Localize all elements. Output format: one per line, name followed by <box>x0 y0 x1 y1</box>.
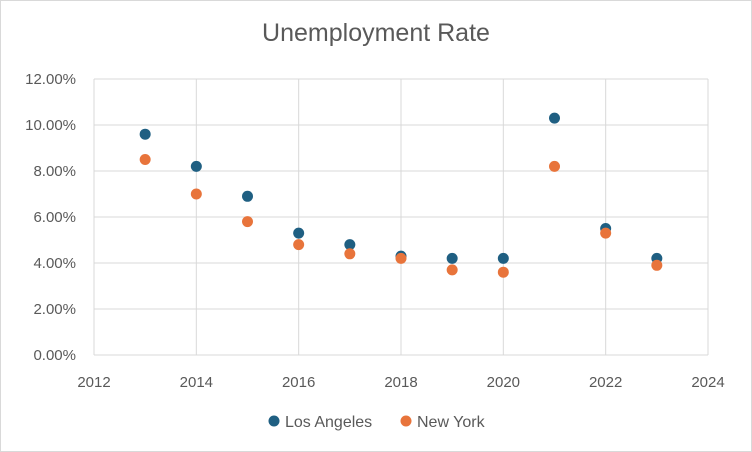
x-tick-label: 2012 <box>77 374 110 391</box>
point-new-york <box>549 160 560 172</box>
point-new-york <box>344 248 356 260</box>
point-los-angeles <box>293 227 305 239</box>
y-tick-label: 10.00% <box>25 117 76 134</box>
point-new-york <box>190 188 202 200</box>
point-los-angeles <box>190 160 202 172</box>
legend-marker <box>400 415 412 427</box>
y-tick-label: 4.00% <box>33 255 76 272</box>
legend-label: Los Angeles <box>285 414 372 431</box>
y-tick-label: 2.00% <box>33 301 76 318</box>
point-new-york <box>600 227 612 239</box>
point-los-angeles <box>549 112 560 124</box>
point-los-angeles <box>446 252 458 264</box>
x-tick-label: 2016 <box>282 374 315 391</box>
y-tick-label: 8.00% <box>33 163 76 180</box>
point-new-york <box>651 259 663 271</box>
point-los-angeles <box>242 190 253 202</box>
legend-label: New York <box>417 414 486 431</box>
x-tick-label: 2014 <box>180 374 213 391</box>
point-los-angeles <box>139 128 151 140</box>
y-tick-label: 12.00% <box>25 71 76 88</box>
x-tick-label: 2024 <box>691 374 724 391</box>
y-tick-label: 6.00% <box>33 209 76 226</box>
x-tick-label: 2022 <box>589 374 622 391</box>
legend-marker <box>268 415 280 427</box>
point-new-york <box>242 216 253 228</box>
chart-title: Unemployment Rate <box>262 19 490 47</box>
point-new-york <box>446 264 458 276</box>
point-new-york <box>497 266 509 278</box>
y-tick-label: 0.00% <box>33 347 76 364</box>
point-new-york <box>139 154 151 165</box>
point-new-york <box>293 239 305 251</box>
point-los-angeles <box>344 239 356 251</box>
x-tick-label: 2018 <box>384 374 417 391</box>
point-new-york <box>395 252 407 264</box>
x-tick-label: 2020 <box>487 374 520 391</box>
point-los-angeles <box>497 252 509 264</box>
